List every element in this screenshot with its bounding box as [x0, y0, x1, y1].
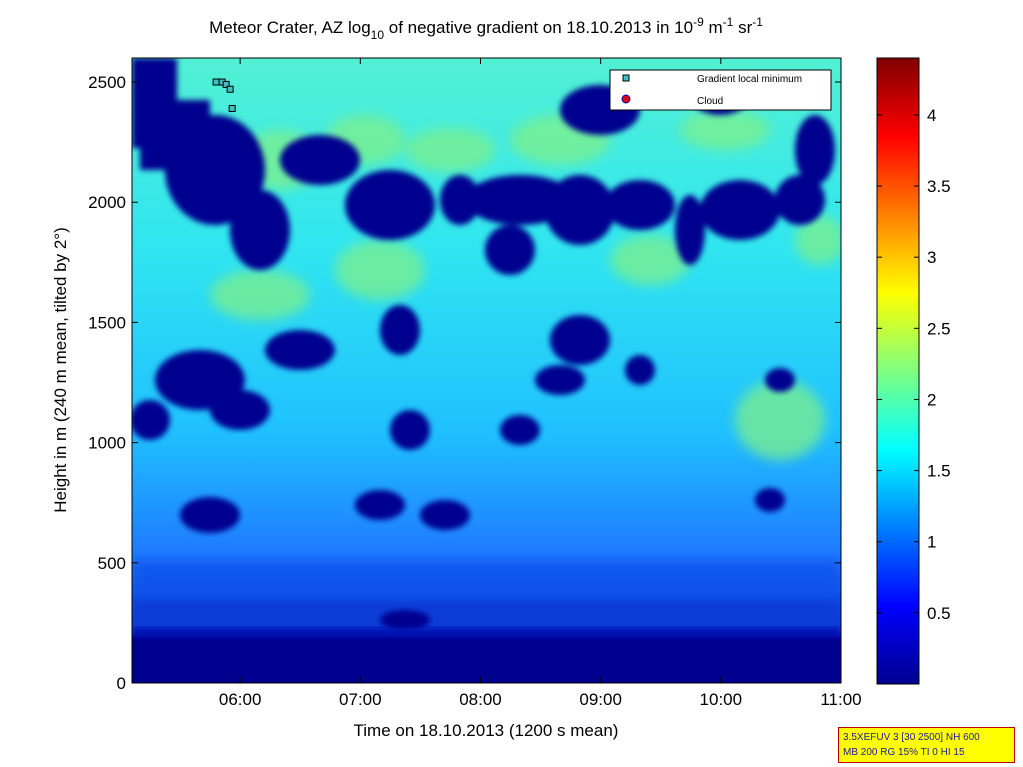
y-tick-label: 2000: [88, 193, 126, 212]
plot-area: [131, 57, 842, 684]
colorbar: [876, 57, 920, 685]
colorbar-tick-label: 2.5: [927, 319, 951, 338]
colorbar-axis: 0.5 1 1.5 2 2.5 3 3.5 4: [877, 106, 951, 623]
colorbar-tick-label: 2: [927, 390, 936, 409]
legend-entry-minimum: Gradient local minimum: [697, 74, 802, 85]
colorbar-tick-label: 3.5: [927, 177, 951, 196]
parameter-box: 3.5XEFUV 3 [30 2500] NH 600 MB 200 RG 15…: [838, 727, 1015, 763]
x-axis: 06:00 07:00 08:00 09:00 10:00 11:00: [219, 58, 862, 709]
gradient-minimum-marker: [212, 78, 220, 86]
chart-title: Meteor Crater, AZ log10 of negative grad…: [209, 15, 763, 42]
y-axis: 0 500 1000 1500 2000 2500: [88, 73, 841, 693]
y-tick-label: 0: [117, 674, 126, 693]
param-line-2: MB 200 RG 15% TI 0 HI 15: [843, 747, 965, 758]
param-line-1: 3.5XEFUV 3 [30 2500] NH 600: [843, 732, 980, 743]
x-tick-label: 06:00: [219, 690, 262, 709]
gradient-minimum-marker: [228, 104, 236, 112]
x-axis-label: Time on 18.10.2013 (1200 s mean): [354, 721, 619, 740]
x-tick-label: 07:00: [339, 690, 382, 709]
colorbar-tick-label: 3: [927, 248, 936, 267]
colorbar-tick-label: 4: [927, 106, 936, 125]
legend-circle-marker: [621, 94, 631, 104]
y-tick-label: 1000: [88, 434, 126, 453]
y-tick-label: 500: [98, 554, 126, 573]
y-axis-label: Height in m (240 m mean, tilted by 2°): [51, 227, 70, 513]
legend: Gradient local minimum Cloud: [609, 69, 832, 111]
gradient-minimum-marker: [222, 80, 230, 88]
x-tick-label: 10:00: [700, 690, 743, 709]
x-tick-label: 08:00: [459, 690, 502, 709]
colorbar-tick-label: 1: [927, 533, 936, 552]
gradient-minima-markers: [212, 78, 236, 112]
legend-square-marker: [622, 74, 630, 82]
colorbar-tick-label: 0.5: [927, 604, 951, 623]
y-tick-label: 2500: [88, 73, 126, 92]
x-tick-label: 09:00: [579, 690, 622, 709]
gradient-minimum-marker: [226, 85, 234, 93]
legend-entry-cloud: Cloud: [697, 96, 723, 107]
y-tick-label: 1500: [88, 313, 126, 332]
heatmap-field: [132, 58, 841, 683]
x-tick-label: 11:00: [820, 690, 861, 709]
colorbar-tick-label: 1.5: [927, 462, 951, 481]
